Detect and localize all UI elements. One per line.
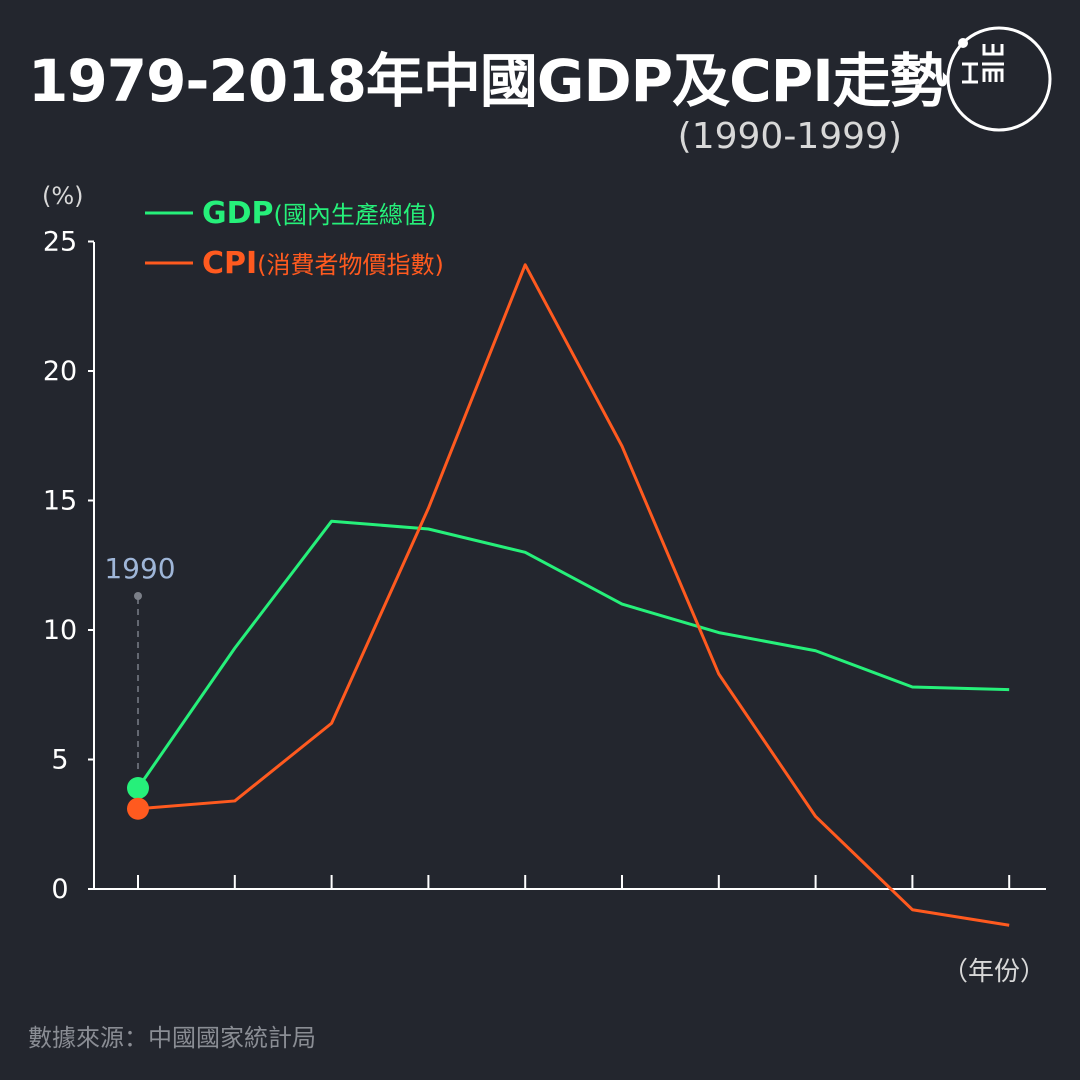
annotation-label: 1990	[104, 552, 175, 585]
series-line-gdp	[136, 519, 1010, 789]
y-tick-label: 25	[43, 227, 77, 258]
legend-series-name: GDP	[202, 196, 274, 231]
annotation-dot	[134, 592, 142, 600]
page-subtitle: (1990-1999)	[677, 116, 902, 157]
initium-logo-icon	[946, 26, 1052, 132]
legend-label-cpi: CPI(消費者物價指數)	[202, 246, 444, 281]
legend-series-name: CPI	[202, 246, 257, 281]
y-axis-label: (%)	[42, 182, 84, 210]
data-source-note: 數據來源：中國國家統計局	[28, 1024, 316, 1052]
series-start-point-gdp	[127, 776, 149, 799]
y-tick-label: 5	[51, 745, 68, 776]
series-start-point-cpi	[127, 797, 149, 820]
x-axis-label: （年份）	[942, 957, 1046, 987]
legend-series-note: (消費者物價指數)	[257, 251, 444, 279]
y-tick-label: 20	[43, 356, 77, 387]
legend-label-gdp: GDP(國內生產總值)	[202, 196, 436, 231]
y-tick-label: 15	[43, 486, 77, 517]
series-line-cpi	[137, 263, 1010, 927]
page-title: 1979-2018年中國GDP及CPI走勢	[28, 47, 948, 115]
y-tick-label: 0	[51, 874, 68, 905]
legend-series-note: (國內生產總值)	[274, 201, 437, 229]
y-tick-label: 10	[43, 615, 77, 646]
